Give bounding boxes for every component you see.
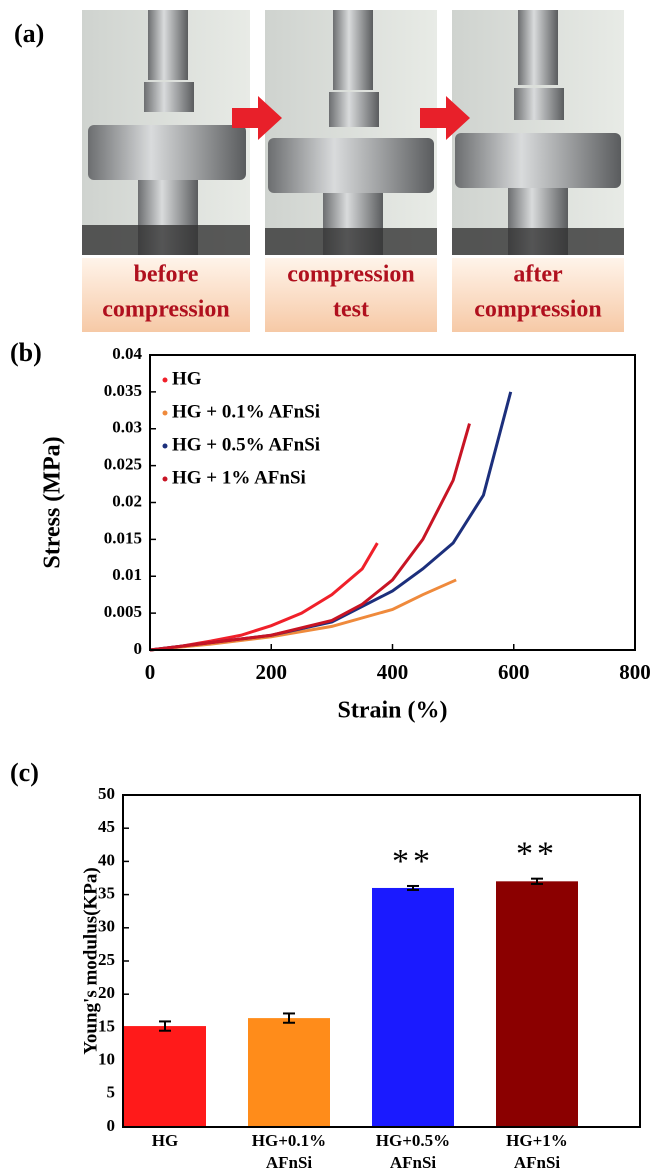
plot-frame: [122, 794, 641, 1128]
y-tick-label: 10: [98, 1050, 115, 1069]
y-tick-label: 5: [107, 1083, 116, 1102]
series-line: [149, 391, 513, 652]
x-tick-label: 200: [256, 660, 288, 684]
y-tick-label: 40: [98, 850, 115, 869]
arrow: [420, 96, 470, 140]
series-line: [149, 423, 471, 652]
x-tick-label: HG: [151, 1131, 179, 1150]
photos: [82, 10, 624, 332]
legend-label: HG + 0.1% AFnSi: [172, 401, 320, 422]
legend-marker: [162, 377, 168, 383]
annotation: **: [516, 835, 558, 872]
y-axis-title: Young's modulus(KPa): [80, 867, 101, 1054]
y-tick-label: 0.03: [112, 418, 142, 437]
y-tick-label: 15: [98, 1016, 115, 1035]
photo: [82, 10, 250, 255]
y-tick-label: 0: [107, 1116, 116, 1135]
y-tick-label: 0.035: [104, 381, 142, 400]
x-axis-title: Strain (%): [338, 698, 448, 724]
caption: before: [134, 262, 199, 288]
y-tick-label: 30: [98, 917, 115, 936]
x-tick-label: HG+1% AFnSi: [506, 1131, 568, 1172]
caption: after: [513, 262, 563, 288]
legend-label: HG: [172, 368, 202, 389]
photo: [452, 10, 624, 255]
y-tick-label: 0.04: [112, 344, 142, 363]
arrow: [232, 96, 282, 140]
annotation: **: [392, 843, 434, 880]
y-tick-label: 0: [134, 639, 143, 658]
caption: test: [333, 297, 369, 323]
y-tick-label: 35: [98, 884, 115, 903]
legend-label: HG + 0.5% AFnSi: [172, 434, 320, 455]
x-tick-label: HG+0.5% AFnSi: [375, 1131, 451, 1172]
caption: compression: [287, 262, 415, 288]
bar: [372, 887, 454, 1127]
series-line: [149, 578, 457, 652]
y-tick-label: 45: [98, 817, 115, 836]
y-tick-label: 0.01: [112, 565, 142, 584]
x-tick-label: 0: [145, 660, 156, 684]
panel-label: (b): [10, 338, 42, 367]
y-tick-label: 0.005: [104, 602, 142, 621]
photo: [265, 10, 437, 255]
y-tick-label: 25: [98, 950, 115, 969]
caption: compression: [102, 297, 230, 323]
y-tick-label: 0.02: [112, 491, 142, 510]
panel-label: (c): [10, 758, 39, 787]
plot-frame: [149, 354, 636, 651]
x-tick-label: 800: [619, 660, 651, 684]
y-tick-label: 50: [98, 784, 115, 803]
bar: [248, 1018, 330, 1127]
y-tick-label: 0.025: [104, 455, 142, 474]
y-axis-title: Stress (MPa): [40, 436, 66, 568]
legend-marker: [162, 476, 168, 482]
bar: [496, 881, 578, 1127]
legend-marker: [162, 410, 168, 416]
x-tick-label: 400: [377, 660, 409, 684]
legend-marker: [162, 443, 168, 449]
x-tick-label: HG+0.1% AFnSi: [251, 1131, 327, 1172]
legend-label: HG + 1% AFnSi: [172, 467, 306, 488]
series-line: [149, 542, 379, 652]
panel-label: (a): [14, 19, 44, 48]
y-tick-label: 20: [98, 983, 115, 1002]
bar: [124, 1026, 206, 1127]
y-tick-label: 0.015: [104, 528, 142, 547]
x-tick-label: 600: [498, 660, 530, 684]
caption: compression: [474, 297, 602, 323]
